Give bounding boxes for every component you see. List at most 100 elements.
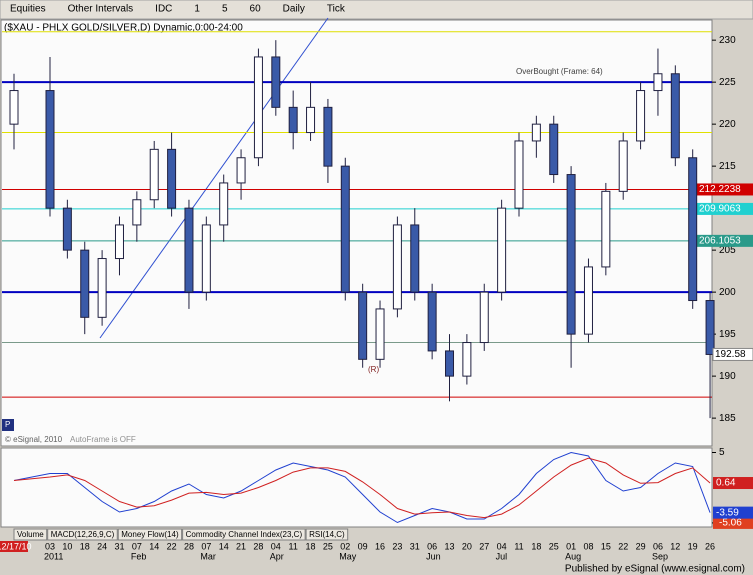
toolbar-item[interactable]: 60	[250, 4, 262, 15]
month-label: Jun	[426, 551, 441, 561]
tab[interactable]	[305, 528, 349, 541]
tab-label[interactable]: Volume	[17, 530, 44, 539]
annotation: (R)	[368, 365, 379, 374]
x-tick-label: 07	[201, 541, 211, 551]
candle-body	[445, 350, 455, 377]
month-label: Jul	[496, 551, 508, 561]
month-label: 2011	[44, 551, 63, 561]
candle-body	[201, 224, 211, 293]
candle-body	[514, 140, 524, 209]
x-tick-label: 31	[114, 541, 124, 551]
x-tick-label: 25	[549, 541, 559, 551]
candle-body	[392, 224, 402, 310]
toolbar-item[interactable]: Other Intervals	[68, 4, 134, 15]
candle-body	[9, 90, 19, 125]
x-tick-label: 31	[410, 541, 420, 551]
x-tick-label: 28	[184, 541, 194, 551]
tab-label[interactable]: MACD(12,26,9,C)	[51, 530, 115, 539]
toolbar-item[interactable]: Daily	[283, 4, 305, 15]
candle-body	[340, 165, 350, 293]
candle-body	[253, 56, 263, 159]
candle-body	[62, 207, 72, 251]
x-tick-label: 22	[618, 541, 628, 551]
footer: Published by eSignal (www.esignal.com)	[565, 564, 745, 575]
indicator-pane	[0, 447, 713, 528]
x-tick-label: 12/17/10	[0, 541, 32, 551]
tab[interactable]	[182, 528, 306, 541]
month-label: Aug	[565, 551, 581, 561]
candle-body	[236, 157, 246, 184]
candle-body	[636, 90, 646, 142]
toolbar-item[interactable]: Equities	[10, 4, 46, 15]
candle-body	[618, 140, 628, 192]
x-tick-label: 11	[514, 541, 523, 551]
x-tick-label: 23	[392, 541, 402, 551]
x-tick-label: 01	[566, 541, 576, 551]
tab[interactable]	[13, 528, 48, 541]
candle-body	[462, 342, 472, 377]
tab-label[interactable]: RSI(14,C)	[309, 530, 345, 539]
toolbar-item[interactable]: 5	[222, 4, 228, 15]
x-tick-label: 15	[601, 541, 611, 551]
x-tick-label: 19	[688, 541, 698, 551]
y-tick-label: 190	[719, 371, 736, 382]
y-tick-label: 195	[719, 329, 736, 340]
candle-body	[479, 291, 489, 344]
chart-title: ($XAU - PHLX GOLD/SILVER,D) Dynamic,0:00…	[4, 23, 243, 34]
level-tag	[697, 183, 753, 196]
current-date-tag	[0, 541, 28, 552]
x-tick-label: 14	[219, 541, 229, 551]
toolbar-item[interactable]: Tick	[327, 4, 346, 15]
toolbar	[0, 0, 753, 20]
tab-label[interactable]: Commodity Channel Index(23,C)	[186, 530, 303, 539]
candle-body	[375, 308, 385, 360]
x-tick-label: 12	[670, 541, 680, 551]
y-tick-label: 215	[719, 161, 736, 172]
last-price-label: 192.58	[715, 349, 746, 360]
x-tick-label: 02	[340, 541, 350, 551]
x-tick-label: 04	[497, 541, 507, 551]
tab[interactable]	[117, 528, 183, 541]
candle-body	[653, 73, 663, 92]
candle-body	[583, 266, 593, 335]
annotation: OverBought (Frame: 64)	[516, 67, 603, 76]
x-tick-label: 09	[358, 541, 368, 551]
level-label: 212.2238	[699, 184, 741, 195]
candle-body	[705, 300, 715, 355]
x-tick-label: 04	[271, 541, 281, 551]
candle-body	[149, 148, 159, 201]
candle-body	[601, 190, 611, 268]
x-tick-label: 10	[62, 541, 72, 551]
indicator-tag	[713, 477, 753, 490]
toolbar-item[interactable]: IDC	[155, 4, 172, 15]
tab-label[interactable]: Money Flow(14)	[121, 530, 179, 539]
candle-body	[358, 291, 368, 360]
x-tick-label: 08	[583, 541, 593, 551]
indicator-label: 0.64	[716, 478, 736, 489]
candle-body	[323, 106, 333, 167]
indicator-tag	[713, 506, 753, 519]
trend-line	[99, 17, 329, 339]
y2-tag	[713, 516, 753, 529]
candle-body	[531, 123, 541, 142]
candle-body	[219, 182, 229, 226]
annotation: © eSignal, 2010	[5, 435, 63, 444]
candle-body	[549, 123, 559, 176]
x-tick-label: 06	[653, 541, 663, 551]
level-label: 206.1053	[699, 235, 741, 246]
toolbar-item[interactable]: 1	[194, 4, 200, 15]
x-tick-label: 26	[705, 541, 715, 551]
x-tick-label: 27	[479, 541, 489, 551]
x-tick-label: 11	[289, 541, 298, 551]
y2-tick-label: -5.06	[719, 518, 742, 529]
y-tick-label: 220	[719, 119, 736, 130]
candle-body	[132, 199, 142, 226]
level-tag	[697, 202, 753, 215]
month-label: May	[339, 551, 357, 561]
level-tag	[697, 234, 753, 247]
y-tick-label: 230	[719, 35, 736, 46]
indicator-line	[13, 457, 711, 519]
x-tick-label: 03	[45, 541, 55, 551]
tab[interactable]	[47, 528, 118, 541]
